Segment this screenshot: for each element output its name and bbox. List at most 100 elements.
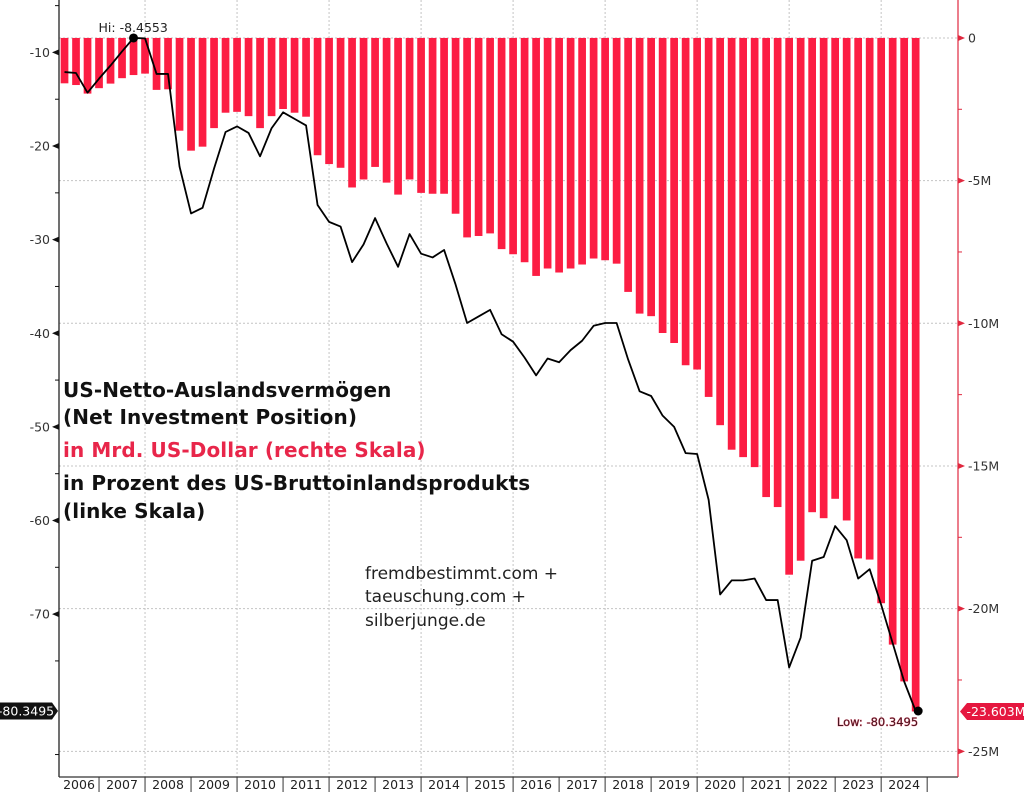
left-axis-tick-label: -30 — [30, 232, 50, 247]
niip-bar-2022q1 — [796, 37, 805, 561]
left-major-tick — [52, 611, 59, 618]
niip-bar-2013q2 — [394, 37, 402, 195]
left-last-value-tag — [0, 702, 58, 720]
niip-bar-2009q3 — [221, 37, 230, 113]
x-axis-year-label: 2017 — [566, 777, 598, 792]
niip-bar-2023q2 — [854, 37, 863, 559]
x-axis-year-label: 2008 — [152, 777, 184, 792]
x-axis-year-label: 2024 — [888, 777, 920, 792]
low-label: Low: -80.3495 — [837, 715, 918, 729]
right-major-tick — [958, 462, 965, 469]
niip-bar-2012q3 — [359, 37, 368, 180]
credit-line-2: taeuschung.com + — [365, 587, 526, 607]
niip-bar-2007q4 — [141, 37, 149, 74]
x-axis-year-label: 2018 — [612, 777, 644, 792]
niip-bar-2013q4 — [417, 37, 425, 193]
niip-bar-2009q2 — [210, 37, 218, 129]
niip-bar-2011q1 — [290, 37, 299, 113]
x-axis-year-label: 2015 — [474, 777, 506, 792]
chart-labels: Hi: -8.4553 Low: -80.3495 -80.3495 -23.603M — [0, 20, 1024, 729]
niip-bar-2020q3 — [727, 37, 736, 450]
niip-bar-2015q1 — [474, 37, 483, 236]
niip-bar-2012q1 — [336, 37, 345, 168]
niip-bar-2021q3 — [773, 37, 782, 508]
right-axis-tick-label: -5M — [968, 173, 991, 188]
niip-bar-2014q2 — [440, 37, 448, 194]
niip-bar-2008q1 — [152, 37, 161, 90]
niip-bar-2012q2 — [348, 37, 356, 188]
x-axis-year-label: 2019 — [658, 777, 690, 792]
annotation-title-line2: (Net Investment Position) — [63, 405, 358, 429]
niip-bar-2018q4 — [647, 37, 655, 317]
niip-bar-2008q4 — [187, 37, 195, 151]
niip-bar-2014q3 — [451, 37, 460, 214]
niip-bar-2009q4 — [233, 37, 241, 112]
x-axis-year-label: 2014 — [428, 777, 460, 792]
right-major-tick — [958, 748, 965, 755]
right-axis-tick-label: 0 — [968, 30, 976, 45]
niip-bar-2006q3 — [83, 37, 92, 94]
x-axis-year-label: 2009 — [198, 777, 230, 792]
niip-bar-2020q1 — [704, 37, 713, 397]
x-axis-year-label: 2022 — [796, 777, 828, 792]
credit-line-1: fremdbestimmt.com + — [365, 564, 559, 584]
niip-bar-2020q4 — [739, 37, 747, 458]
line-series — [64, 37, 917, 712]
niip-bar-2013q3 — [405, 37, 414, 180]
left-major-tick — [52, 423, 59, 430]
niip-bar-2015q4 — [509, 37, 517, 255]
niip-bar-2010q4 — [279, 37, 287, 110]
left-axis-tick-label: -70 — [30, 607, 50, 622]
niip-bar-2016q3 — [543, 37, 552, 269]
niip-bar-2018q1 — [612, 37, 621, 264]
niip-bar-2022q4 — [831, 37, 840, 499]
hi-label: Hi: -8.4553 — [99, 20, 168, 35]
niip-bar-2018q3 — [635, 37, 644, 314]
left-major-tick — [52, 517, 59, 524]
x-axis-year-label: 2012 — [336, 777, 368, 792]
bar-series — [60, 37, 920, 712]
right-last-value-tag-label: -23.603M — [966, 704, 1024, 719]
x-axis-year-label: 2011 — [290, 777, 322, 792]
niip-bar-2023q1 — [842, 37, 851, 521]
pct-gdp-line — [64, 37, 917, 712]
niip-bar-2015q2 — [486, 37, 494, 234]
right-axis-tick-label: -20M — [968, 601, 999, 616]
right-last-value-tag — [960, 702, 1024, 720]
niip-bar-2015q3 — [497, 37, 506, 250]
niip-bar-2006q4 — [95, 37, 103, 89]
niip-bar-2007q2 — [118, 37, 126, 79]
x-axis-year-label: 2010 — [244, 777, 276, 792]
niip-bar-2024q1 — [888, 37, 897, 645]
niip-bar-2006q2 — [72, 37, 80, 86]
x-axis-year-label: 2006 — [63, 777, 95, 792]
niip-bar-2019q4 — [693, 37, 701, 370]
niip-bar-2016q1 — [520, 37, 529, 263]
niip-bar-2017q3 — [589, 37, 598, 259]
niip-bar-2017q2 — [578, 37, 586, 265]
left-axis-tick-label: -40 — [30, 326, 50, 341]
niip-bar-2022q2 — [808, 37, 816, 513]
niip-bar-2017q4 — [601, 37, 609, 261]
niip-bar-2016q4 — [555, 37, 563, 273]
niip-bar-2024q2 — [900, 37, 909, 682]
niip-bar-2011q4 — [325, 37, 333, 165]
x-axis-year-label: 2013 — [382, 777, 414, 792]
niip-bar-2019q2 — [670, 37, 678, 343]
right-axis-tick-label: -15M — [968, 458, 999, 473]
left-axis-tick-label: -20 — [30, 139, 50, 154]
niip-bar-2012q4 — [371, 37, 379, 167]
left-major-tick — [52, 143, 59, 150]
left-last-value-tag-label: -80.3495 — [0, 703, 54, 718]
x-axis-year-label: 2007 — [106, 777, 138, 792]
right-axis-tick-label: -25M — [968, 744, 999, 759]
niip-bar-2021q4 — [785, 37, 793, 575]
niip-bar-2009q1 — [198, 37, 207, 147]
niip-bar-2020q2 — [716, 37, 724, 426]
niip-bar-2008q2 — [164, 37, 172, 90]
niip-bar-2016q2 — [532, 37, 540, 276]
low-point-marker — [913, 706, 923, 716]
niip-bar-2010q2 — [256, 37, 264, 129]
x-axis-year-label: 2023 — [842, 777, 874, 792]
left-major-tick — [52, 330, 59, 337]
